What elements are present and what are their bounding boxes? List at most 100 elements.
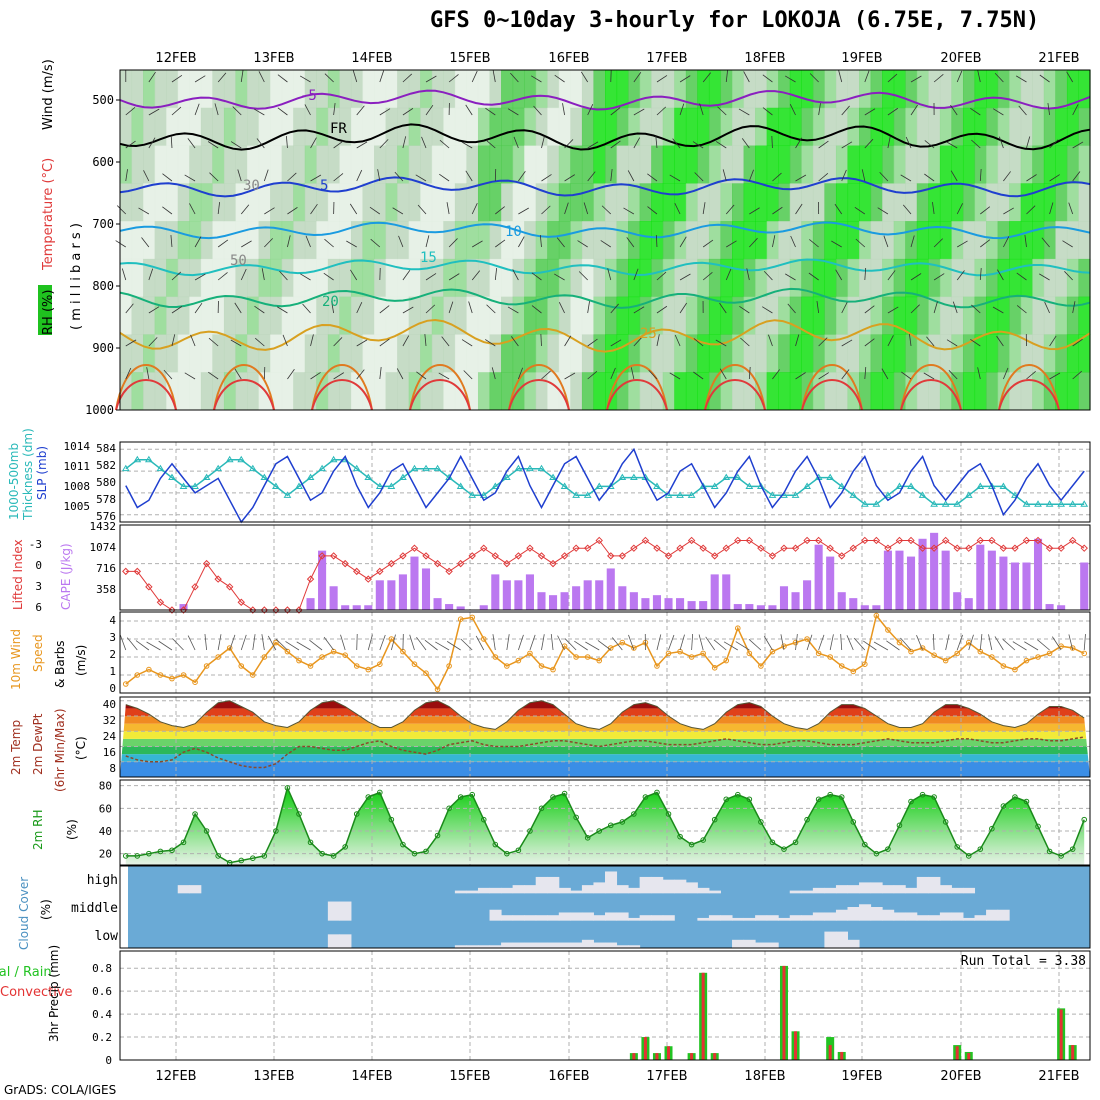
thickness-point xyxy=(468,491,477,498)
rh-shade-cell xyxy=(1032,145,1045,184)
surface-wind-barb xyxy=(705,636,716,651)
rh-shade-cell xyxy=(743,258,756,298)
cloud-unit-label: (%) xyxy=(39,899,53,920)
rh-shade-cell xyxy=(859,183,872,222)
wind-barb xyxy=(425,75,437,83)
wind-barb xyxy=(217,202,221,215)
cloud-cover-bar xyxy=(581,885,594,894)
rh2m-point xyxy=(827,791,833,798)
rh-shade-cell xyxy=(362,372,375,411)
temperature-band xyxy=(120,731,1090,739)
rh-shade-cell xyxy=(200,372,213,411)
cape-bar xyxy=(849,598,858,610)
wind-speed-point xyxy=(492,654,499,660)
rh2m-axis-label: 2m RH xyxy=(31,810,45,851)
rh-shade-cell xyxy=(1020,258,1033,298)
rh-shade-cell xyxy=(304,183,317,222)
wind-barb xyxy=(699,103,704,116)
surface-wind-barb xyxy=(416,636,427,651)
rh2m-point xyxy=(180,839,187,846)
precip-tick-label: 0 xyxy=(105,1054,112,1067)
surface-wind-barb xyxy=(748,638,762,651)
rh-shade-cell xyxy=(189,296,202,335)
cape-bar xyxy=(837,592,846,610)
rh-shade-cell xyxy=(177,258,190,298)
rh-shade-cell xyxy=(570,372,583,411)
rh-shade-cell xyxy=(166,107,179,147)
rh-shade-cell xyxy=(570,145,583,184)
rh2m-point xyxy=(584,835,591,841)
rh-shade-cell xyxy=(120,70,133,109)
wind-tick-label: 0 xyxy=(109,682,116,695)
rh-shade-cell xyxy=(859,221,872,260)
wind-barb xyxy=(486,304,496,314)
wind-speed-point xyxy=(480,636,487,642)
rh-shade-cell xyxy=(755,334,768,373)
rh-shade-cell xyxy=(362,296,375,335)
rh-shade-cell xyxy=(443,183,456,222)
rh-shade-cell xyxy=(166,258,179,298)
cape-bar xyxy=(733,604,742,610)
wind-barb xyxy=(717,106,727,116)
rh-shade-cell xyxy=(708,145,722,184)
cloud-cover-bar xyxy=(177,885,190,894)
wind-barb xyxy=(587,338,598,347)
rh-shade-cell xyxy=(605,296,618,335)
rh2m-point xyxy=(319,850,325,857)
rh2m-point xyxy=(261,853,268,859)
convective-bar xyxy=(828,1045,832,1060)
lifted-index-point xyxy=(514,552,523,560)
cloud-cover-bar xyxy=(558,912,571,921)
rh-shade-cell xyxy=(824,183,837,222)
cloud-cover-bar xyxy=(732,917,745,921)
rh-shade-cell xyxy=(581,372,595,411)
rh-shade-cell xyxy=(466,107,479,147)
wind-barb xyxy=(554,74,565,83)
wind-speed-point xyxy=(584,654,591,660)
wind-barb xyxy=(310,174,322,182)
rh-shade-cell xyxy=(431,70,444,109)
wind-barb xyxy=(379,338,390,347)
cloud-cover-bar xyxy=(720,915,733,921)
wind-barb xyxy=(346,240,357,248)
wind-barb xyxy=(854,206,866,215)
lifted-index-point xyxy=(503,559,511,568)
rh2m-point xyxy=(377,789,383,796)
rh-shade-cell xyxy=(177,145,190,184)
cloud-cover-bar xyxy=(951,887,964,894)
cape-bar xyxy=(941,550,950,610)
rh-shade-cell xyxy=(501,221,514,260)
convective-bar xyxy=(713,1053,717,1060)
rh-shade-cell xyxy=(628,372,641,411)
rh-shade-cell xyxy=(223,70,237,109)
thickness-point xyxy=(745,482,754,489)
wind-speed-point xyxy=(515,657,522,664)
rh-shade-cell xyxy=(466,372,479,411)
rh-shade-cell xyxy=(789,70,802,109)
rh-shade-cell xyxy=(177,70,190,109)
rh-shade-cell xyxy=(247,296,260,335)
lifted-index-point xyxy=(456,559,465,568)
wind-speed-point xyxy=(873,612,880,619)
rh-shade-cell xyxy=(593,145,606,184)
rh-shade-cell xyxy=(293,258,306,298)
rh2m-point xyxy=(804,816,810,823)
cape-bar xyxy=(479,605,488,610)
wind-barb xyxy=(809,73,819,83)
rh-shade-cell xyxy=(385,221,398,260)
cloud-cover-bar xyxy=(835,885,848,894)
surface-wind-barb xyxy=(611,637,623,651)
rh2m-point xyxy=(711,816,718,823)
lifted-index-point xyxy=(907,536,915,545)
rh-shade-cell xyxy=(628,145,641,184)
rh2m-point xyxy=(746,796,753,803)
rh-shade-cell xyxy=(385,372,398,411)
wind-barb xyxy=(491,367,496,380)
rh-shade-cell xyxy=(685,372,698,411)
thickness-point xyxy=(156,464,165,472)
rh-shade-cell xyxy=(962,221,976,260)
wind-axis-label: Wind (m/s) xyxy=(41,59,56,130)
rh-shade-cell xyxy=(697,296,710,335)
rh-shade-cell xyxy=(223,183,237,222)
rh-shade-cell xyxy=(882,296,895,335)
